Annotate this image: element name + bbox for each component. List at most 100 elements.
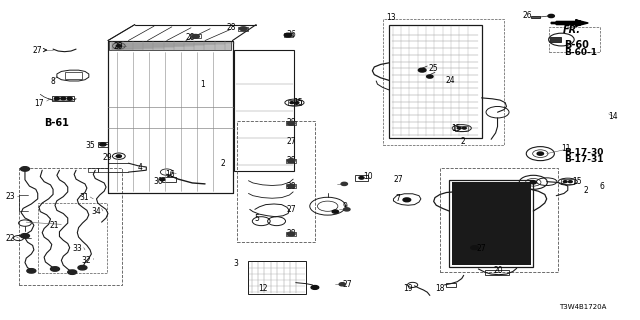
Bar <box>52 96 74 101</box>
Text: 30: 30 <box>154 177 164 186</box>
Circle shape <box>160 178 165 181</box>
Bar <box>19 168 122 285</box>
Text: 28: 28 <box>287 118 296 127</box>
Bar <box>561 179 574 184</box>
Text: FR.: FR. <box>563 25 580 35</box>
Circle shape <box>295 102 299 104</box>
Text: 15: 15 <box>293 98 303 107</box>
Text: 27: 27 <box>287 137 296 146</box>
Text: 36: 36 <box>287 30 296 39</box>
Text: 29: 29 <box>103 153 113 162</box>
Text: 2: 2 <box>221 159 225 168</box>
Circle shape <box>339 283 346 286</box>
Circle shape <box>78 266 87 270</box>
Bar <box>286 232 296 236</box>
Polygon shape <box>551 20 588 26</box>
Circle shape <box>341 182 348 186</box>
Text: 25: 25 <box>429 64 438 73</box>
Bar <box>447 283 456 287</box>
Text: 27: 27 <box>476 244 486 253</box>
Text: 6: 6 <box>600 182 605 191</box>
Text: 5: 5 <box>255 214 259 223</box>
Bar <box>108 41 232 194</box>
Bar <box>389 25 481 138</box>
Text: 35: 35 <box>86 141 95 150</box>
Circle shape <box>116 45 122 47</box>
Bar <box>237 121 315 242</box>
Circle shape <box>403 198 411 202</box>
Circle shape <box>284 33 292 37</box>
Text: 27: 27 <box>33 45 42 55</box>
Text: 16: 16 <box>164 170 174 179</box>
Text: B-17-31: B-17-31 <box>564 155 604 164</box>
Text: 9: 9 <box>342 202 348 211</box>
Bar <box>484 270 509 275</box>
Bar <box>98 168 108 172</box>
Bar <box>286 122 296 125</box>
Bar <box>440 168 558 272</box>
Circle shape <box>27 269 36 273</box>
Bar <box>65 72 83 79</box>
Circle shape <box>458 127 461 129</box>
Bar <box>449 180 533 267</box>
Text: 14: 14 <box>609 112 618 121</box>
Text: 24: 24 <box>446 76 456 85</box>
Text: 27: 27 <box>342 280 352 289</box>
Text: 3: 3 <box>234 259 238 268</box>
Circle shape <box>54 97 60 100</box>
Text: 28: 28 <box>287 156 296 165</box>
Text: 33: 33 <box>73 244 83 253</box>
Bar <box>456 125 468 131</box>
Circle shape <box>563 181 567 183</box>
Text: 15: 15 <box>572 177 582 186</box>
Bar <box>88 168 99 172</box>
Text: 8: 8 <box>50 77 55 86</box>
Circle shape <box>470 246 478 250</box>
Text: 1: 1 <box>200 80 205 89</box>
Circle shape <box>344 208 350 211</box>
Bar <box>286 184 296 188</box>
Text: 15: 15 <box>451 124 461 133</box>
Text: 34: 34 <box>92 207 102 216</box>
Circle shape <box>191 35 199 38</box>
Text: 26: 26 <box>522 12 532 20</box>
Text: 29: 29 <box>114 42 124 52</box>
Circle shape <box>537 152 543 155</box>
Circle shape <box>568 181 572 183</box>
Bar <box>162 177 175 182</box>
Text: 12: 12 <box>258 284 268 292</box>
Text: 32: 32 <box>82 256 92 265</box>
Circle shape <box>51 267 60 271</box>
Circle shape <box>116 155 122 157</box>
Circle shape <box>239 27 247 31</box>
Circle shape <box>67 97 72 100</box>
Bar <box>234 50 294 171</box>
Text: B-60: B-60 <box>564 40 589 50</box>
Text: B-60-1: B-60-1 <box>564 48 597 57</box>
Text: 20: 20 <box>493 266 503 276</box>
Text: 4: 4 <box>138 164 143 172</box>
Text: 13: 13 <box>386 13 396 22</box>
Bar <box>288 100 301 105</box>
Circle shape <box>100 143 106 146</box>
Circle shape <box>311 285 319 289</box>
Circle shape <box>287 122 295 125</box>
Bar <box>109 41 230 50</box>
Text: 2: 2 <box>583 186 588 195</box>
Circle shape <box>68 270 77 274</box>
Circle shape <box>427 75 433 78</box>
Circle shape <box>287 184 295 188</box>
Circle shape <box>287 232 295 236</box>
Circle shape <box>290 102 294 104</box>
Text: 23: 23 <box>5 192 15 201</box>
Text: 21: 21 <box>50 221 60 230</box>
Text: 18: 18 <box>435 284 445 292</box>
Text: 17: 17 <box>35 99 44 108</box>
Text: 27: 27 <box>394 175 403 184</box>
Text: 2: 2 <box>461 137 466 146</box>
Text: 28: 28 <box>287 229 296 238</box>
Circle shape <box>548 14 554 18</box>
Circle shape <box>530 181 536 184</box>
Circle shape <box>61 97 66 100</box>
Text: 28: 28 <box>226 23 236 32</box>
